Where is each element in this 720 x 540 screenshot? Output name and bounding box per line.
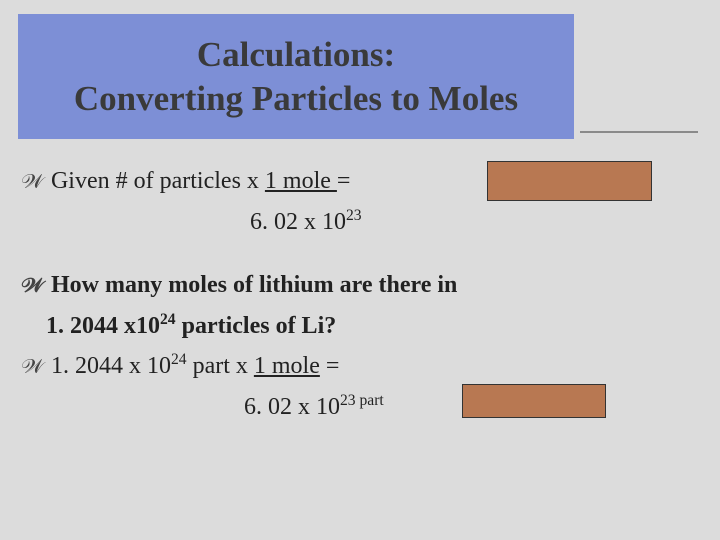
calc-a: 1. 2044 x 10 [51,353,171,379]
calc-denom-a: 6. 02 x 10 [244,394,340,420]
slide: Calculations: Converting Particles to Mo… [0,0,720,540]
calc-eq: = [320,353,340,379]
question-text2b: particles of Li? [176,313,337,339]
formula-numerator: 1 mole [265,168,337,194]
title-box: Calculations: Converting Particles to Mo… [18,14,574,139]
question-line1: How many moles of lithium are there in [22,269,698,303]
calc-denom-exp: 23 part [340,392,384,409]
title-line2: Converting Particles to Moles [74,79,518,118]
calc-line: 1. 2044 x 1024 part x 1 mole = [22,349,698,384]
formula-prefix: Given # of particles x [51,168,265,194]
formula-denom-exp: 23 [346,207,362,224]
answer-cover-1 [487,161,652,201]
calc-b: part x [187,353,254,379]
title-underline [580,131,698,133]
calc-a-exp: 24 [171,351,187,368]
question-text2a: 1. 2044 x10 [46,313,160,339]
formula-equals: = [337,168,351,194]
answer-cover-2 [462,384,606,418]
title-heading: Calculations: Converting Particles to Mo… [74,33,518,121]
formula-denom-base: 6. 02 x 10 [250,209,346,235]
title-line1: Calculations: [197,35,395,74]
question-exp: 24 [160,311,176,328]
question-line2: 1. 2044 x1024 particles of Li? [22,309,698,344]
calc-num: 1 mole [254,353,320,379]
formula-denominator: 6. 02 x 1023 [22,205,698,240]
question-text1: How many moles of lithium are there in [51,272,457,298]
